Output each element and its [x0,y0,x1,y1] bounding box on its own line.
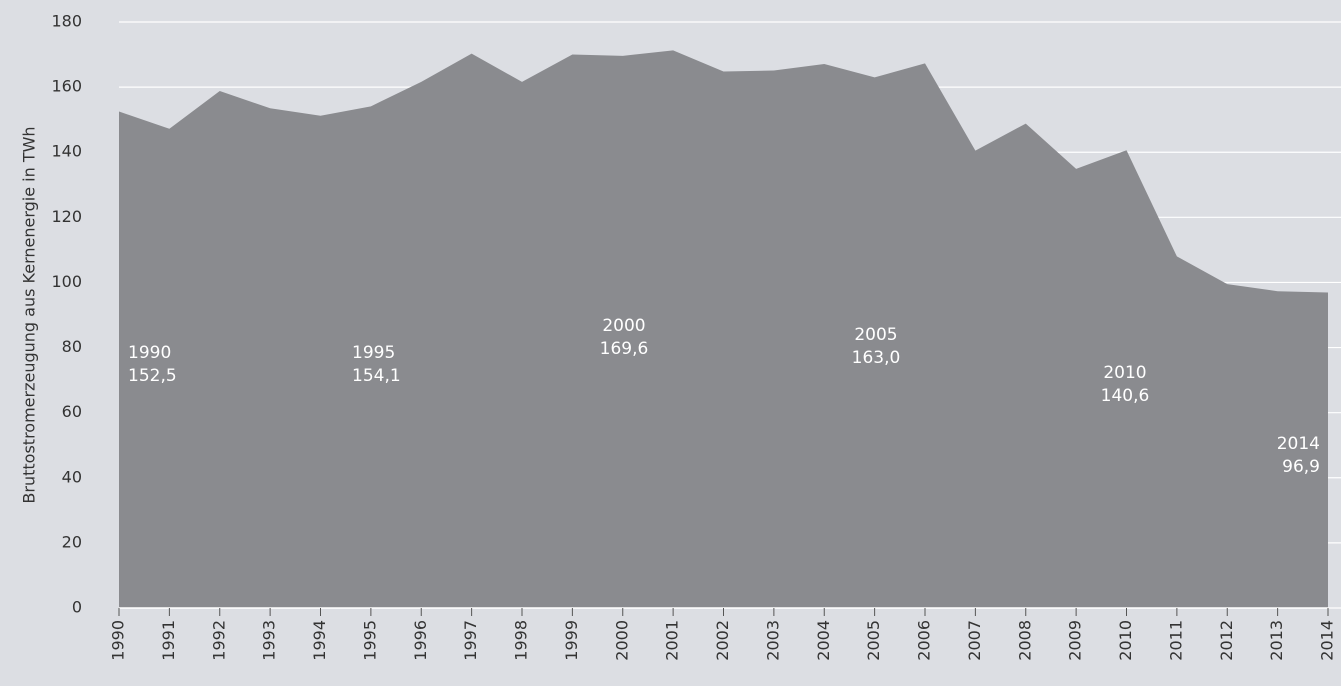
x-tick-label: 2007 [965,620,984,661]
x-tick-label: 1995 [360,620,379,661]
x-tick-label: 2004 [814,620,833,661]
x-tick-label: 1991 [159,620,178,661]
x-tick-label: 2012 [1217,620,1236,661]
value-label: 169,6 [600,339,649,359]
x-tick-label: 2011 [1166,620,1185,661]
x-tick-label: 1998 [512,620,531,661]
value-label: 140,6 [1101,386,1150,406]
annotation-year: 2014 [1277,434,1320,454]
value-label: 163,0 [852,348,901,368]
y-tick-label: 100 [51,272,82,291]
value-label: 96,9 [1282,457,1320,477]
y-tick-label: 160 [51,77,82,96]
annotation-year: 2000 [602,316,645,336]
annotation-year: 1990 [128,343,171,363]
y-tick-label: 60 [62,402,82,421]
x-tick-label: 2008 [1015,620,1034,661]
x-tick-label: 1992 [209,620,228,661]
x-tick-label: 1997 [461,620,480,661]
x-tick-label: 1999 [562,620,581,661]
y-axis-label: Bruttostromerzeugung aus Kernenergie in … [20,126,39,503]
x-tick-label: 2006 [915,620,934,661]
x-tick-label: 2010 [1116,620,1135,661]
x-tick-label: 1994 [310,620,329,661]
y-tick-label: 40 [62,467,82,486]
x-tick-label: 2001 [663,620,682,661]
y-tick-label: 20 [62,532,82,551]
x-tick-label: 1996 [411,620,430,661]
value-label: 152,5 [128,366,177,386]
y-tick-label: 140 [51,142,82,161]
y-tick-label: 120 [51,207,82,226]
x-tick-label: 1993 [260,620,279,661]
annotation-year: 2005 [854,325,897,345]
annotation-year: 1995 [352,343,395,363]
area [119,50,1328,608]
value-label: 154,1 [352,366,401,386]
x-tick-label: 2014 [1318,620,1337,661]
y-tick-label: 180 [51,12,82,31]
annotation-year: 2010 [1103,363,1146,383]
x-tick-label: 1990 [109,620,128,661]
x-tick-label: 2009 [1066,620,1085,661]
x-tick-label: 2003 [763,620,782,661]
y-tick-label: 0 [72,598,82,617]
x-tick-label: 2005 [864,620,883,661]
x-tick-label: 2002 [713,620,732,661]
x-tick-label: 2000 [612,620,631,661]
x-tick-label: 2013 [1267,620,1286,661]
y-tick-label: 80 [62,337,82,356]
